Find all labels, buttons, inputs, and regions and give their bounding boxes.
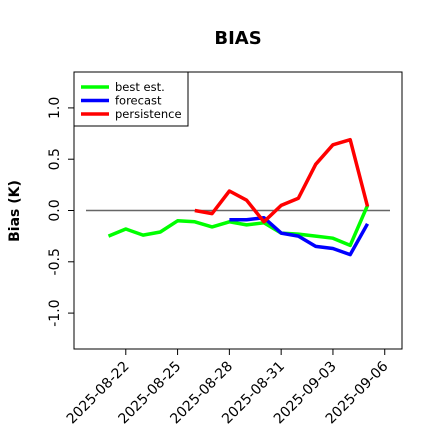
y-tick-label: 0.0 [47, 199, 63, 221]
legend-label: best est. [115, 80, 165, 94]
series-line-persistence [194, 137, 370, 224]
series-line-forecast [229, 215, 370, 257]
y-axis-label: Bias (K) [7, 180, 23, 242]
y-tick-label: -1.0 [47, 299, 63, 326]
y-tick-label: 1.0 [47, 97, 63, 119]
legend-label: persistence [115, 107, 182, 121]
chart-title: BIAS [214, 28, 261, 49]
y-tick-label: 0.5 [47, 148, 63, 170]
series-layer [107, 137, 370, 257]
y-tick-label: -0.5 [47, 248, 63, 275]
series-line-best-est [107, 204, 370, 248]
legend-label: forecast [115, 94, 162, 108]
